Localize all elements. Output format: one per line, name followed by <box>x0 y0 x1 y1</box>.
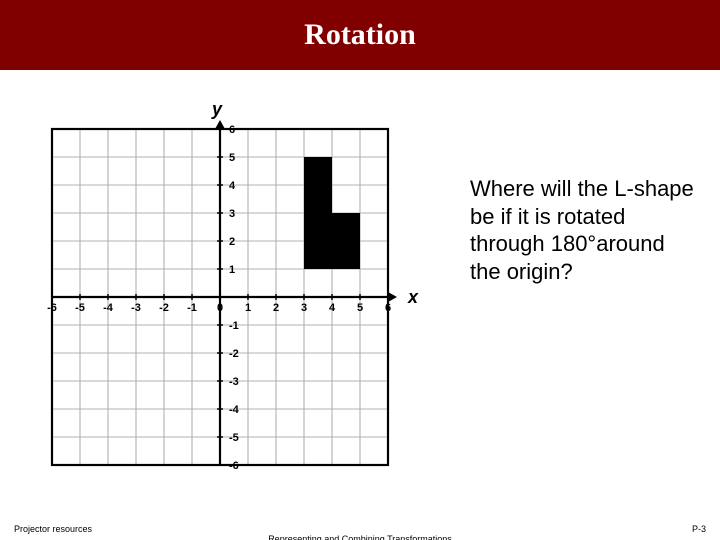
svg-text:3: 3 <box>229 208 235 220</box>
content-area: -6-5-4-3-2-10123456-6-5-4-3-2-1123456xy … <box>0 90 720 500</box>
svg-text:-3: -3 <box>229 376 239 388</box>
svg-text:-2: -2 <box>159 302 169 314</box>
footer-right: P-3 <box>692 524 706 534</box>
svg-text:x: x <box>407 287 419 307</box>
svg-text:6: 6 <box>385 302 391 314</box>
svg-text:1: 1 <box>245 302 251 314</box>
footer-center: Representing and Combining Transformatio… <box>0 534 720 540</box>
svg-text:0: 0 <box>217 302 223 314</box>
svg-text:3: 3 <box>301 302 307 314</box>
footer-left: Projector resources <box>14 524 92 534</box>
svg-text:-4: -4 <box>229 404 240 416</box>
svg-text:y: y <box>211 99 223 119</box>
svg-text:5: 5 <box>357 302 363 314</box>
slide: Rotation -6 -5 -4 -3 -2 -1 0 1 2 3 4 5 6 -6 -5 -4 -3 -2 -1… <box>0 0 720 540</box>
svg-text:-6: -6 <box>229 460 239 472</box>
question-text: Where will the L-shape be if it is rotat… <box>470 175 700 285</box>
svg-text:-1: -1 <box>187 302 197 314</box>
svg-text:-2: -2 <box>229 348 239 360</box>
svg-text:5: 5 <box>229 152 235 164</box>
coordinate-graph: -6 -5 -4 -3 -2 -1 0 1 2 3 4 5 6 -6 -5 -4 -3 -2 -1 1 2 3 4 5 6 x y <box>20 95 420 492</box>
svg-text:-4: -4 <box>103 302 114 314</box>
svg-text:-3: -3 <box>131 302 141 314</box>
svg-text:1: 1 <box>229 264 235 276</box>
svg-text:-5: -5 <box>75 302 85 314</box>
svg-text:4: 4 <box>229 180 236 192</box>
svg-text:4: 4 <box>329 302 336 314</box>
svg-text:6: 6 <box>229 124 235 136</box>
svg-text:-6: -6 <box>47 302 57 314</box>
svg-text:2: 2 <box>273 302 279 314</box>
svg-text:-5: -5 <box>229 432 239 444</box>
svg-text:2: 2 <box>229 236 235 248</box>
svg-text:-1: -1 <box>229 320 239 332</box>
slide-title: Rotation <box>304 18 416 52</box>
title-bar: Rotation <box>0 0 720 70</box>
